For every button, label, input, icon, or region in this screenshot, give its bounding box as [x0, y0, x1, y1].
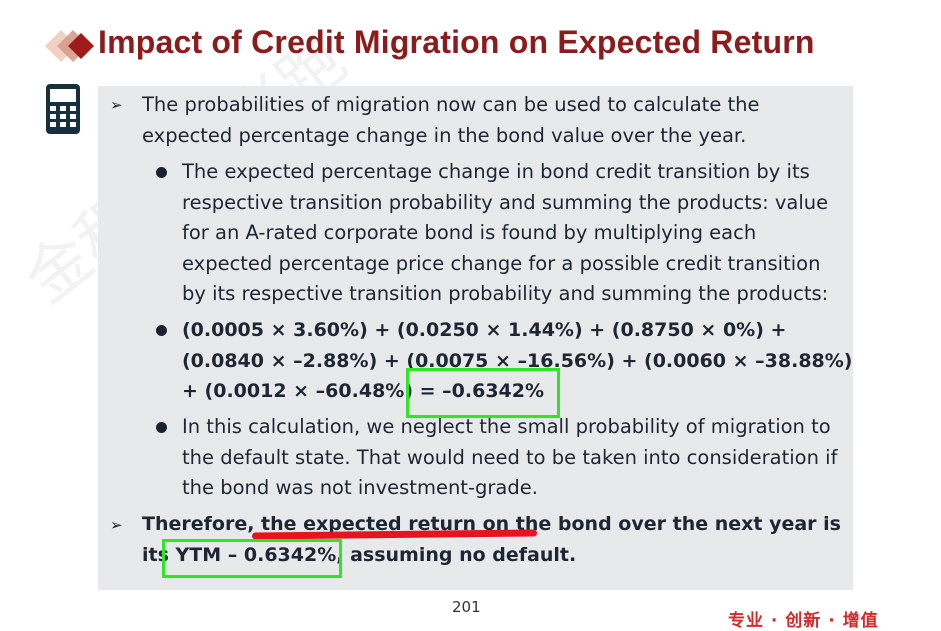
- text-line: expected percentage price change for a p…: [182, 252, 821, 275]
- ytm-highlight-box: [162, 539, 342, 578]
- text-line: The expected percentage change in bond c…: [182, 160, 810, 183]
- calculator-icon: [46, 84, 80, 134]
- page-title: Impact of Credit Migration on Expected R…: [98, 24, 815, 60]
- conclusion-line: its YTM – 0.6342%, assuming no default.: [142, 544, 577, 566]
- footer-slogan: 专业 · 创新 · 增值: [728, 611, 879, 631]
- text-line: by its respective transition probability…: [182, 282, 829, 305]
- result-highlight-box: [406, 368, 560, 418]
- conclusion-line: Therefore, the expected return on the bo…: [142, 513, 841, 535]
- content-panel: [98, 86, 853, 590]
- text-line: the bond was not investment-grade.: [182, 476, 538, 499]
- dot-bullet-icon: [156, 325, 167, 336]
- formula-line: (0.0005 × 3.60%) + (0.0250 × 1.44%) + (0…: [182, 319, 787, 341]
- text-line: respective transition probability and su…: [182, 191, 829, 214]
- dot-bullet-icon: [156, 167, 167, 178]
- arrow-bullet-icon: ➢: [110, 516, 123, 534]
- arrow-bullet-icon: ➢: [110, 96, 123, 114]
- text-line: for an A-rated corporate bond is found b…: [182, 221, 757, 244]
- text-line: the default state. That would need to be…: [182, 446, 838, 469]
- diamond-logo-icon: [45, 30, 94, 62]
- text-line: The probabilities of migration now can b…: [142, 93, 760, 116]
- formula-line: + (0.0012 × –60.48%) = –0.6342%: [182, 380, 545, 402]
- dot-bullet-icon: [156, 422, 167, 433]
- formula-line: (0.0840 × –2.88%) + (0.0075 × –16.56%) +…: [182, 350, 853, 372]
- page-number: 201: [452, 598, 481, 616]
- text-line: expected percentage change in the bond v…: [142, 124, 747, 147]
- text-line: In this calculation, we neglect the smal…: [182, 415, 831, 438]
